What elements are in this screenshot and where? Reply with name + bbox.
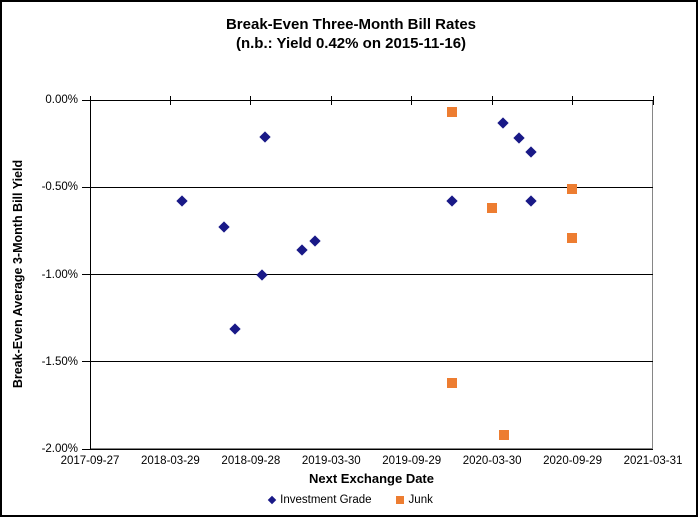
x-axis-tick: [89, 96, 91, 105]
y-axis-line: [89, 100, 91, 449]
y-tick-label: -1.50%: [41, 355, 78, 368]
scatter-point-junk: [567, 183, 578, 194]
y-axis-tick: [82, 448, 90, 450]
x-axis-tick: [572, 96, 574, 105]
scatter-point-investment-grade: [497, 117, 509, 129]
x-axis-tick: [330, 96, 332, 105]
y-tick-label: -1.00%: [41, 268, 78, 281]
x-axis-tick: [491, 96, 493, 105]
y-tick-label: -0.50%: [41, 181, 78, 194]
scatter-point-investment-grade: [446, 195, 458, 207]
scatter-point-investment-grade: [228, 322, 241, 335]
scatter-point-investment-grade: [525, 195, 537, 207]
scatter-point-junk: [567, 232, 578, 243]
x-tick-label: 2018-09-28: [221, 455, 281, 467]
y-axis-tick: [82, 99, 90, 101]
legend-entry-investment-grade: Investment Grade: [267, 494, 372, 506]
scatter-point-junk: [447, 377, 458, 388]
scatter-point-junk: [486, 203, 497, 214]
gridline: [90, 274, 653, 275]
x-axis-tick: [652, 96, 654, 105]
x-axis-tick: [411, 96, 413, 105]
y-axis-tick: [82, 361, 90, 363]
gridline: [90, 448, 653, 450]
y-axis-tick: [82, 186, 90, 188]
scatter-point-investment-grade: [296, 244, 308, 256]
scatter-point-investment-grade: [218, 221, 231, 234]
x-tick-label: 2019-09-29: [382, 455, 442, 467]
x-tick-label: 2017-09-27: [60, 455, 120, 467]
legend: Investment Grade Junk: [2, 494, 696, 506]
x-axis-title: Next Exchange Date: [309, 471, 434, 486]
x-tick-label: 2020-09-29: [543, 455, 602, 467]
chart-subtitle: (n.b.: Yield 0.42% on 2015-11-16): [235, 35, 467, 52]
legend-entry-junk: Junk: [395, 494, 433, 506]
legend-marker-square-icon: [395, 496, 404, 504]
gridline: [90, 186, 653, 188]
scatter-point-investment-grade: [176, 195, 188, 207]
legend-label: Junk: [408, 494, 433, 506]
scatter-point-junk: [499, 430, 510, 441]
scatter-point-investment-grade: [525, 146, 537, 159]
x-tick-label: 2018-03-29: [141, 455, 200, 467]
x-axis-tick: [250, 96, 252, 105]
x-axis-line: [90, 99, 653, 101]
legend-label: Investment Grade: [280, 494, 372, 506]
x-axis-tick: [169, 96, 171, 105]
y-tick-label: -2.00%: [41, 443, 78, 455]
gridline: [90, 361, 653, 363]
y-axis-tick: [82, 274, 90, 275]
legend-marker-diamond-icon: [267, 495, 277, 505]
chart-title: Break-Even Three-Month Bill Rates: [225, 16, 477, 33]
x-tick-label: 2021-03-31: [623, 455, 683, 467]
scatter-point-investment-grade: [259, 130, 272, 143]
y-tick-label: 0.00%: [45, 94, 78, 106]
scatter-point-junk: [447, 107, 458, 118]
x-tick-label: 2020-03-30: [462, 455, 522, 467]
scatter-point-investment-grade: [256, 268, 268, 281]
x-tick-label: 2019-03-30: [301, 455, 361, 467]
scatter-point-investment-grade: [308, 235, 321, 248]
scatter-point-investment-grade: [512, 132, 525, 145]
